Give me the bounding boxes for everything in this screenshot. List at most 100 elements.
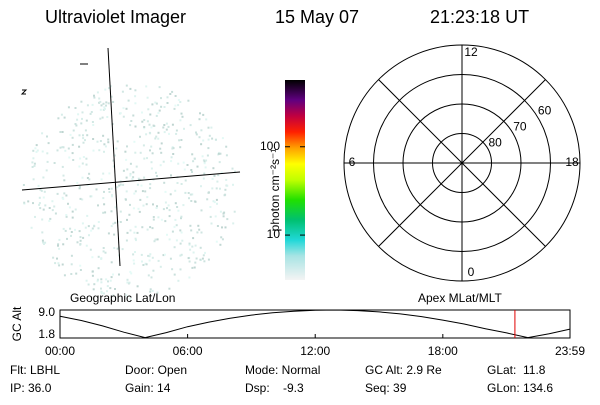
image-pixel — [168, 238, 171, 241]
image-pixel — [212, 200, 215, 203]
image-pixel — [160, 105, 163, 108]
image-pixel — [146, 120, 149, 123]
image-pixel — [199, 246, 202, 249]
image-pixel — [182, 204, 185, 207]
uv-image — [22, 84, 236, 300]
image-pixel — [160, 142, 163, 145]
image-pixel — [132, 253, 135, 256]
image-pixel — [74, 107, 77, 109]
image-pixel — [60, 113, 63, 116]
image-pixel — [176, 182, 179, 184]
image-pixel — [221, 137, 224, 140]
image-pixel — [181, 239, 184, 242]
image-pixel — [81, 176, 84, 179]
image-pixel — [148, 259, 151, 262]
image-pixel — [159, 164, 162, 167]
image-pixel — [41, 218, 44, 221]
info-field: Mode: Normal — [245, 363, 320, 377]
image-pixel — [141, 190, 144, 193]
image-pixel — [102, 102, 105, 105]
image-pixel — [79, 236, 82, 239]
image-pixel — [85, 244, 88, 247]
image-pixel — [149, 187, 152, 190]
image-pixel — [195, 257, 198, 260]
image-pixel — [180, 183, 183, 185]
image-pixel — [170, 156, 173, 159]
image-pixel — [129, 172, 132, 175]
image-pixel — [86, 134, 89, 137]
image-pixel — [134, 237, 137, 240]
image-pixel — [32, 149, 35, 152]
image-pixel — [135, 239, 137, 242]
image-pixel — [179, 146, 182, 149]
image-pixel — [119, 180, 122, 183]
image-pixel — [69, 133, 72, 136]
image-pixel — [192, 160, 195, 163]
image-pixel — [152, 124, 155, 127]
image-pixel — [196, 231, 199, 234]
image-pixel — [191, 193, 194, 196]
image-pixel — [63, 116, 66, 119]
image-pixel — [79, 264, 82, 267]
image-pixel — [116, 186, 119, 189]
image-pixel — [173, 225, 176, 228]
image-pixel — [102, 247, 105, 249]
image-pixel — [166, 102, 169, 104]
image-pixel — [156, 205, 158, 208]
info-field: Dsp: -9.3 — [245, 381, 304, 395]
image-pixel — [216, 180, 219, 183]
image-pixel — [33, 164, 36, 167]
image-pixel — [62, 146, 65, 149]
image-pixel — [101, 116, 104, 119]
image-pixel — [130, 120, 133, 122]
image-pixel — [146, 157, 148, 160]
image-pixel — [158, 109, 161, 112]
image-pixel — [110, 187, 113, 190]
colorbar-label: photon cm⁻²s⁻¹ — [268, 149, 282, 232]
image-pixel — [181, 115, 184, 118]
image-pixel — [150, 145, 153, 148]
image-pixel — [145, 133, 148, 136]
image-pixel — [233, 210, 236, 213]
image-pixel — [100, 292, 103, 295]
image-pixel — [114, 206, 117, 209]
image-pixel — [187, 192, 190, 194]
image-pixel — [106, 116, 109, 118]
image-pixel — [89, 248, 92, 251]
image-pixel — [168, 215, 171, 218]
image-pixel — [171, 147, 174, 150]
image-pixel — [155, 102, 158, 105]
image-pixel — [151, 256, 154, 259]
image-pixel — [168, 287, 171, 290]
image-pixel — [141, 226, 144, 229]
image-pixel — [200, 231, 203, 234]
image-pixel — [169, 193, 172, 196]
image-pixel — [97, 255, 100, 258]
orbit-box — [59, 309, 571, 339]
image-pixel — [133, 231, 136, 234]
time: 21:23:18 UT — [430, 7, 529, 27]
image-pixel — [189, 193, 192, 196]
image-pixel — [78, 230, 81, 233]
image-pixel — [168, 132, 170, 135]
image-pixel — [151, 289, 154, 292]
image-pixel — [86, 214, 89, 217]
image-pixel — [124, 150, 127, 153]
image-pixel — [183, 168, 186, 171]
image-pixel — [110, 276, 113, 279]
image-pixel — [66, 237, 68, 240]
image-pixel — [103, 107, 106, 110]
image-pixel — [126, 278, 129, 281]
image-pixel — [149, 290, 152, 293]
image-pixel — [155, 171, 157, 174]
image-pixel — [173, 273, 176, 276]
image-pixel — [215, 240, 218, 243]
image-pixel — [109, 279, 112, 282]
image-pixel — [180, 139, 183, 141]
image-pixel — [155, 114, 158, 117]
image-pixel — [142, 204, 145, 207]
image-pixel — [106, 290, 108, 293]
image-pixel — [42, 208, 45, 211]
image-pixel — [96, 280, 99, 283]
image-pixel — [48, 207, 51, 209]
